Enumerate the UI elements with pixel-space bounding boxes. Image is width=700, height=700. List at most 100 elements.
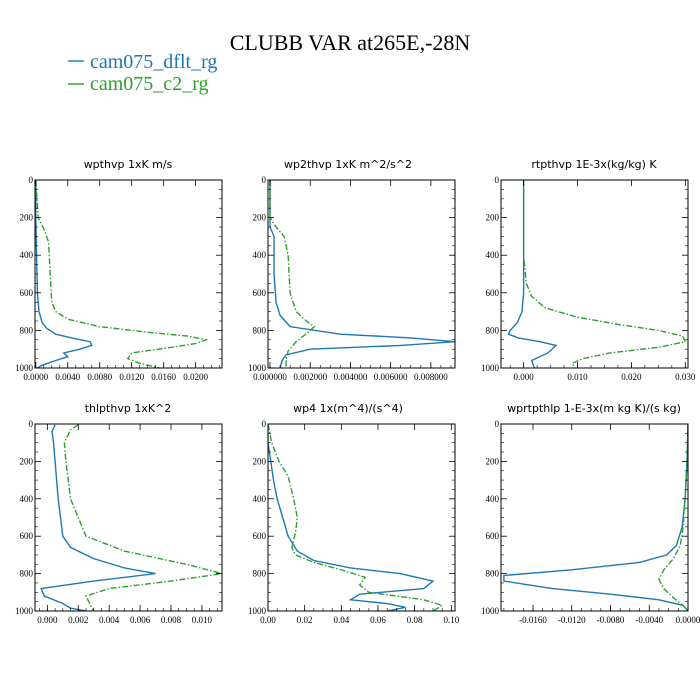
panel-5: wp4 1x(m^4)/(s^4) 0.00 0.02 0.04 0.06 0.08 0.1… bbox=[248, 402, 460, 625]
y-tick-label: 400 bbox=[253, 494, 267, 504]
plot-frame bbox=[500, 423, 689, 612]
y-tick-label: 1000 bbox=[15, 606, 34, 616]
y-tick-label: 400 bbox=[20, 250, 34, 260]
plot-frame bbox=[34, 179, 223, 369]
panel-6: wprtpthlp 1-E-3x(m kg K)/(s kg) -0.0160 -0… bbox=[481, 402, 700, 625]
panel-title: thlpthvp 1xK^2 bbox=[85, 402, 172, 415]
y-tick-label: 400 bbox=[486, 494, 500, 504]
y-tick-label: 800 bbox=[486, 569, 500, 579]
x-tick-label: 0.002000 bbox=[293, 372, 327, 382]
y-tick-label: 200 bbox=[20, 213, 34, 223]
y-tick-label: 1000 bbox=[15, 363, 34, 373]
series-line-c2 bbox=[522, 180, 687, 368]
series-line-dflt bbox=[35, 180, 93, 368]
series-line-dflt bbox=[507, 180, 558, 368]
x-tick-label: 0.002 bbox=[68, 615, 88, 625]
y-tick-label: 600 bbox=[253, 531, 267, 541]
panel-grid: wpthvp 1xK m/s0.0000 0.0040 0.0080 0.0120 0.… bbox=[15, 158, 700, 625]
x-tick-label: 0.010 bbox=[567, 372, 588, 382]
y-tick-label: 600 bbox=[486, 531, 500, 541]
x-tick-label: 0.030 bbox=[675, 372, 696, 382]
y-tick-label: 800 bbox=[486, 325, 500, 335]
x-tick-label: 0.000000 bbox=[253, 372, 287, 382]
x-tick-label: 0.06 bbox=[370, 615, 386, 625]
x-tick-label: 0.0000 bbox=[23, 372, 48, 382]
y-tick-label: 600 bbox=[20, 288, 34, 298]
x-tick-label: 0.0200 bbox=[183, 372, 208, 382]
x-tick-label: -0.0080 bbox=[597, 615, 625, 625]
y-tick-label: 200 bbox=[486, 213, 500, 223]
legend-label-c2: cam075_c2_rg bbox=[90, 73, 209, 95]
series-line-c2 bbox=[63, 424, 222, 611]
x-tick-label: 0.000 bbox=[37, 615, 58, 625]
y-tick-label: 200 bbox=[20, 456, 34, 466]
x-tick-label: 0.000 bbox=[514, 372, 535, 382]
y-tick-label: 600 bbox=[20, 531, 34, 541]
panel-title: wprtpthlp 1-E-3x(m kg K)/(s kg) bbox=[507, 402, 681, 415]
panel-2: wp2thvp 1xK m^2/s^2 0.000000 0.002000 0.004… bbox=[248, 158, 456, 382]
panel-3: rtpthvp 1E-3x(kg/kg) K 0.000 0.010 0.020 0.0… bbox=[481, 158, 696, 382]
x-tick-label: 0.0040 bbox=[55, 372, 80, 382]
x-tick-label: 0.04 bbox=[333, 615, 349, 625]
series-line-dflt bbox=[269, 180, 455, 368]
series-line-c2 bbox=[269, 180, 316, 368]
panel-title: rtpthvp 1E-3x(kg/kg) K bbox=[531, 158, 657, 171]
y-tick-label: 0 bbox=[495, 419, 500, 429]
y-tick-label: 600 bbox=[486, 288, 500, 298]
x-tick-label: 0.010 bbox=[192, 615, 213, 625]
x-tick-label: 0.006000 bbox=[374, 372, 408, 382]
panel-title: wp4 1x(m^4)/(s^4) bbox=[293, 402, 403, 415]
x-tick-label: 0.0080 bbox=[87, 372, 112, 382]
y-tick-label: 400 bbox=[486, 250, 500, 260]
x-tick-label: 0.004000 bbox=[334, 372, 368, 382]
panel-4: thlpthvp 1xK^2 0.000 0.002 0.004 0.006 0.008 0… bbox=[15, 402, 223, 625]
x-tick-label: 0.00 bbox=[260, 615, 276, 625]
y-tick-label: 0 bbox=[495, 175, 500, 185]
y-tick-label: 1000 bbox=[481, 363, 500, 373]
x-tick-label: 0.0120 bbox=[119, 372, 144, 382]
series-line-c2 bbox=[658, 424, 688, 611]
series-line-dflt bbox=[40, 424, 156, 611]
y-tick-label: 1000 bbox=[248, 606, 267, 616]
panel-title: wp2thvp 1xK m^2/s^2 bbox=[284, 158, 412, 171]
x-tick-label: 0.08 bbox=[407, 615, 423, 625]
plot-frame bbox=[34, 423, 223, 612]
x-tick-label: 0.10 bbox=[443, 615, 459, 625]
x-tick-label: 0.008 bbox=[161, 615, 182, 625]
y-tick-label: 800 bbox=[20, 325, 34, 335]
y-tick-label: 800 bbox=[253, 569, 267, 579]
x-tick-label: 0.020 bbox=[621, 372, 642, 382]
x-tick-label: 0.008000 bbox=[414, 372, 448, 382]
series-line-c2 bbox=[35, 180, 209, 368]
y-tick-label: 400 bbox=[253, 250, 267, 260]
x-tick-label: 0.006 bbox=[130, 615, 151, 625]
y-tick-label: 400 bbox=[20, 494, 34, 504]
panel-title: wpthvp 1xK m/s bbox=[84, 158, 173, 171]
y-tick-label: 800 bbox=[253, 325, 267, 335]
y-tick-label: 0 bbox=[262, 175, 267, 185]
y-tick-label: 0 bbox=[29, 175, 34, 185]
legend-label-dflt: cam075_dflt_rg bbox=[90, 51, 217, 73]
y-tick-label: 800 bbox=[20, 569, 34, 579]
y-tick-label: 1000 bbox=[481, 606, 500, 616]
plot-frame bbox=[267, 423, 456, 612]
series-line-dflt bbox=[268, 424, 435, 611]
y-tick-label: 0 bbox=[29, 419, 34, 429]
x-tick-label: -0.0040 bbox=[635, 615, 663, 625]
y-tick-label: 200 bbox=[253, 456, 267, 466]
x-tick-label: 0.004 bbox=[99, 615, 120, 625]
legend: cam075_dflt_rg cam075_c2_rg bbox=[68, 51, 217, 95]
y-tick-label: 1000 bbox=[248, 363, 267, 373]
x-tick-label: 0.02 bbox=[297, 615, 313, 625]
figure-title: CLUBB VAR at265E,-28N bbox=[230, 30, 471, 55]
y-tick-label: 0 bbox=[262, 419, 267, 429]
x-tick-label: -0.0160 bbox=[519, 615, 547, 625]
panel-1: wpthvp 1xK m/s 0.0000 0.0040 0.0080 0.0120 0.… bbox=[15, 158, 223, 382]
x-tick-label: -0.0120 bbox=[558, 615, 586, 625]
series-line-c2 bbox=[268, 424, 444, 611]
x-tick-label: 0.0000 bbox=[676, 615, 700, 625]
y-tick-label: 200 bbox=[253, 213, 267, 223]
y-tick-label: 600 bbox=[253, 288, 267, 298]
y-tick-label: 200 bbox=[486, 456, 500, 466]
